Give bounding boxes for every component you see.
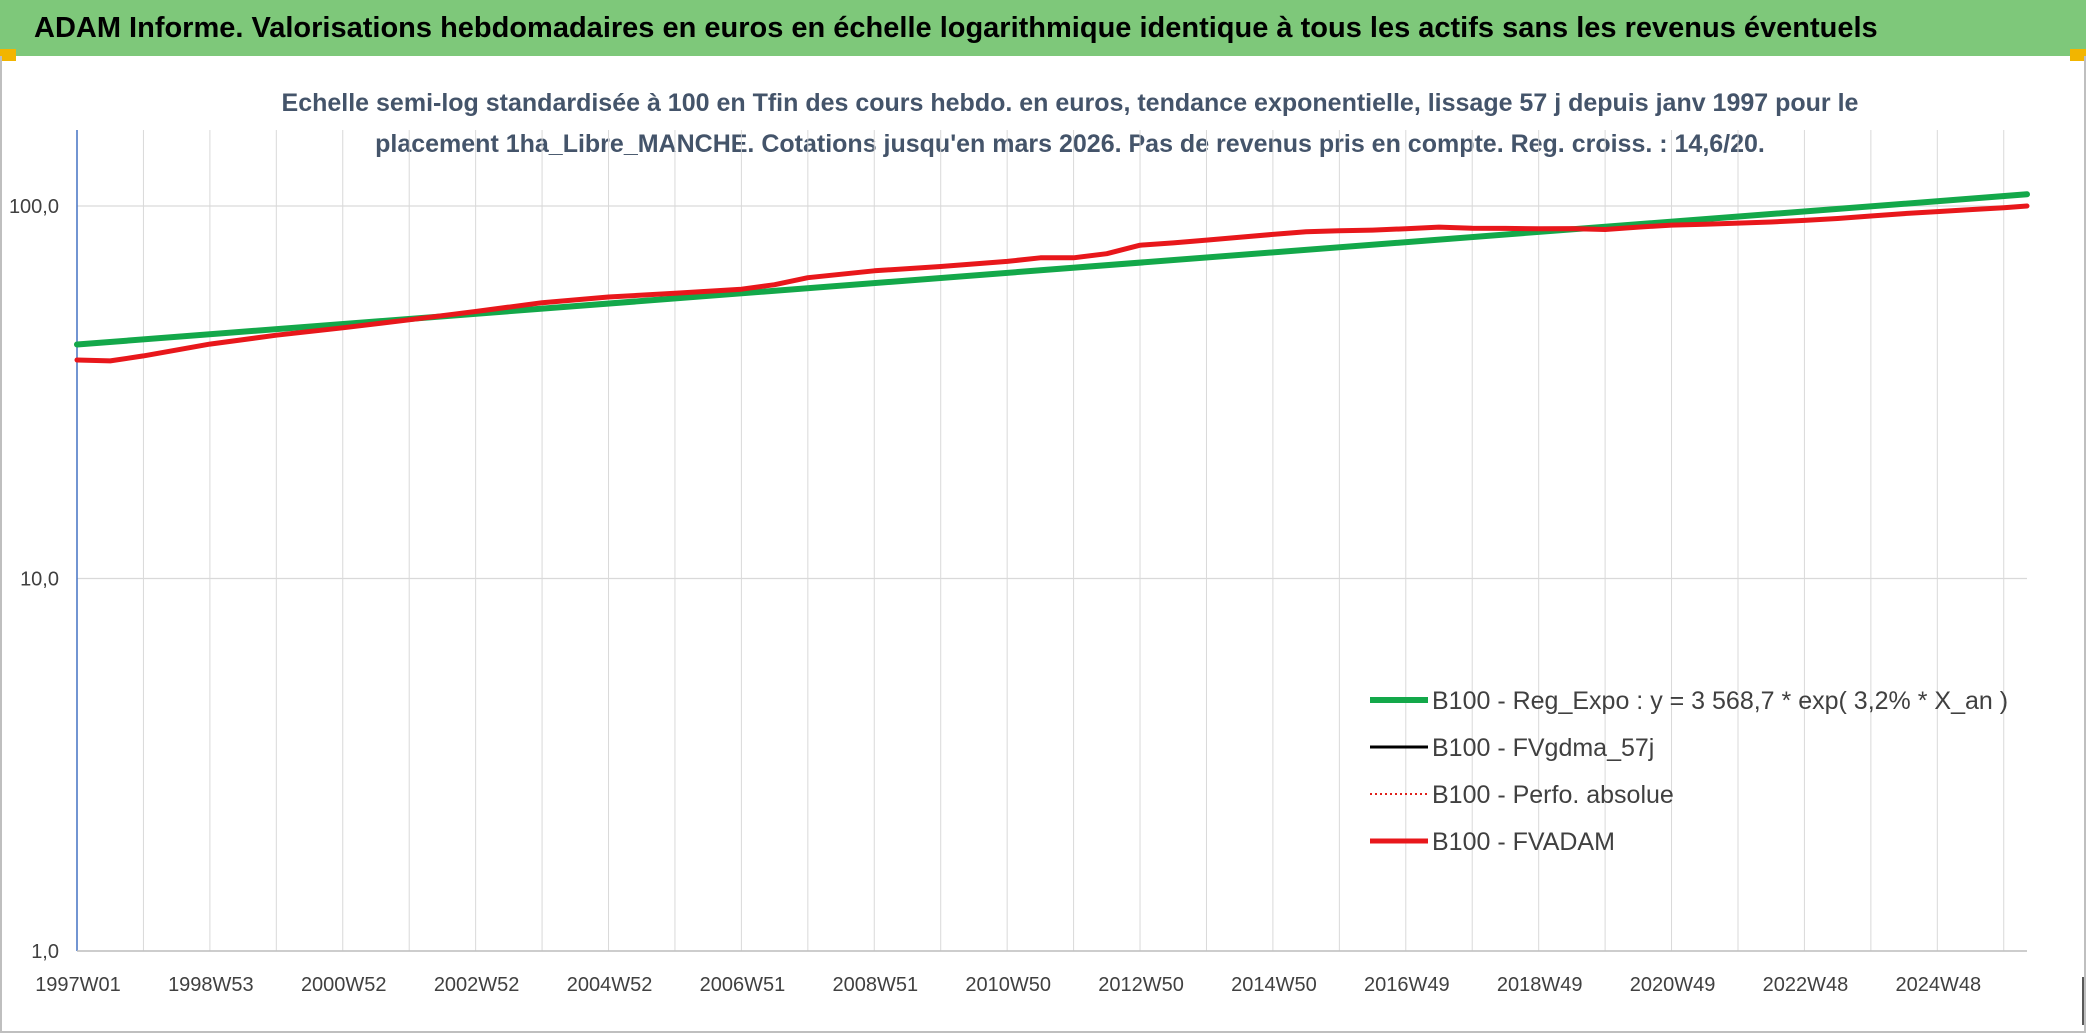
x-tick-label: 2020W49 — [1630, 974, 1716, 996]
x-tick-label: 2012W50 — [1098, 974, 1184, 996]
x-tick-label: 2018W49 — [1497, 974, 1583, 996]
x-tick-label: 2016W49 — [1364, 974, 1450, 996]
legend-label: B100 - Reg_Expo : y = 3 568,7 * exp( 3,2… — [1432, 687, 2008, 715]
x-tick-label: 2006W51 — [700, 974, 786, 996]
x-tick-label: 2014W50 — [1231, 974, 1317, 996]
legend-label: B100 - FVADAM — [1432, 828, 1615, 856]
x-tick-label: 2024W48 — [1895, 974, 1981, 996]
x-tick-label: 2008W51 — [832, 974, 918, 996]
x-tick-label: 2022W48 — [1763, 974, 1849, 996]
series-line-3 — [74, 203, 2030, 364]
x-tick-label: 2010W50 — [965, 974, 1051, 996]
x-tick-label: 2002W52 — [434, 974, 520, 996]
legend-label: B100 - Perfo. absolue — [1432, 781, 1674, 809]
y-tick-label: 1,0 — [31, 941, 59, 963]
y-tick-label: 100,0 — [9, 196, 59, 218]
report-title-banner: ADAM Informe. Valorisations hebdomadaire… — [0, 0, 2086, 56]
chart-title: Echelle semi-log standardisée à 100 en T… — [281, 89, 1859, 158]
series-line-0 — [74, 191, 2030, 348]
corner-marker-left — [0, 49, 16, 61]
x-tick-label: 2000W52 — [301, 974, 387, 996]
legend-label: B100 - FVgdma_57j — [1432, 734, 1654, 762]
corner-marker-right — [2070, 49, 2086, 61]
x-tick-label: 2004W52 — [567, 974, 653, 996]
report-title: ADAM Informe. Valorisations hebdomadaire… — [34, 11, 1878, 44]
chart-panel — [0, 56, 2086, 1033]
x-tick-label: 1997W01 — [35, 974, 121, 996]
y-tick-label: 10,0 — [20, 569, 59, 591]
x-tick-label: 1998W53 — [168, 974, 254, 996]
